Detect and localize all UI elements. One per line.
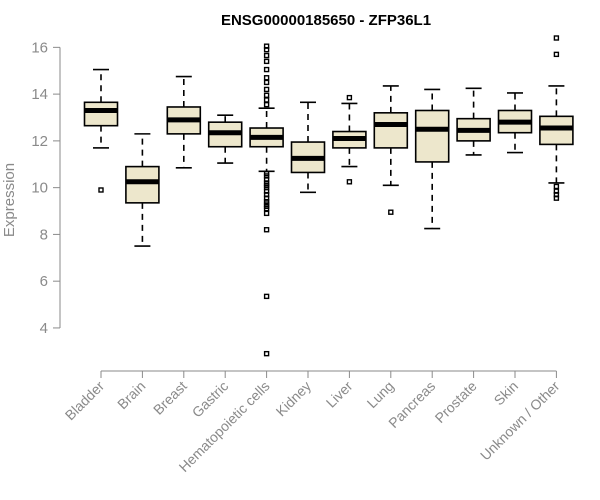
box-lung <box>373 85 409 215</box>
outlier-point <box>263 79 270 86</box>
box-prostate <box>456 87 491 156</box>
x-tick-label: Kidney <box>273 378 315 420</box>
y-tick-label: 8 <box>40 226 48 243</box>
outlier-point <box>553 183 560 190</box>
outlier-point <box>346 179 353 185</box>
outlier-point <box>263 58 270 65</box>
y-tick-label: 12 <box>31 133 48 150</box>
y-tick-label: 4 <box>40 320 48 337</box>
x-tick-label: Brain <box>114 378 148 412</box>
outlier-point <box>346 94 353 101</box>
y-axis: 4 6 8 10 12 14 16 <box>31 39 61 337</box>
iqr-box <box>83 101 119 127</box>
outlier-point <box>263 97 270 103</box>
x-tick-label: Breast <box>150 378 190 418</box>
x-tick-label: Unknown / Other <box>477 378 563 464</box>
outlier-point <box>263 293 270 300</box>
iqr-box <box>373 112 409 149</box>
x-tick-label: Prostate <box>432 378 480 426</box>
y-tick-label: 10 <box>31 180 48 197</box>
box-skin <box>497 92 533 154</box>
chart-title: ENSG00000185650 - ZFP36L1 <box>221 12 431 29</box>
outlier-point <box>263 101 270 108</box>
x-tick-label: Liver <box>323 378 356 411</box>
outlier-point <box>553 35 560 41</box>
y-axis-label: Expression <box>1 163 18 237</box>
outlier-point <box>98 187 104 193</box>
outlier-point <box>263 52 270 59</box>
outlier-point <box>263 92 270 98</box>
y-tick-label: 6 <box>40 273 48 290</box>
outlier-point <box>263 66 270 73</box>
outlier-point <box>263 46 270 53</box>
box-bladder <box>83 68 119 193</box>
box-hematopoietic-cells <box>249 43 284 357</box>
x-tick-label: Bladder <box>62 378 108 424</box>
iqr-box <box>125 165 160 204</box>
outlier-point <box>553 51 560 58</box>
outlier-point <box>263 86 270 93</box>
iqr-box <box>414 109 450 163</box>
outlier-point <box>263 210 270 217</box>
x-tick-label: Skin <box>491 378 522 409</box>
y-tick-label: 16 <box>31 39 48 56</box>
outlier-point <box>263 75 270 81</box>
x-tick-label: Lung <box>364 378 397 411</box>
box-kidney <box>290 101 326 194</box>
y-tick-label: 14 <box>31 86 48 103</box>
outlier-point <box>263 350 270 357</box>
outlier-point <box>553 195 560 201</box>
box-liver <box>332 94 367 185</box>
box-group <box>83 35 574 357</box>
box-gastric <box>207 114 243 164</box>
box-breast <box>166 75 202 169</box>
box-unknown-other <box>539 35 574 201</box>
outlier-point <box>388 209 394 215</box>
outlier-point <box>263 227 270 233</box>
box-brain <box>125 133 160 247</box>
box-pancreas <box>414 88 450 230</box>
